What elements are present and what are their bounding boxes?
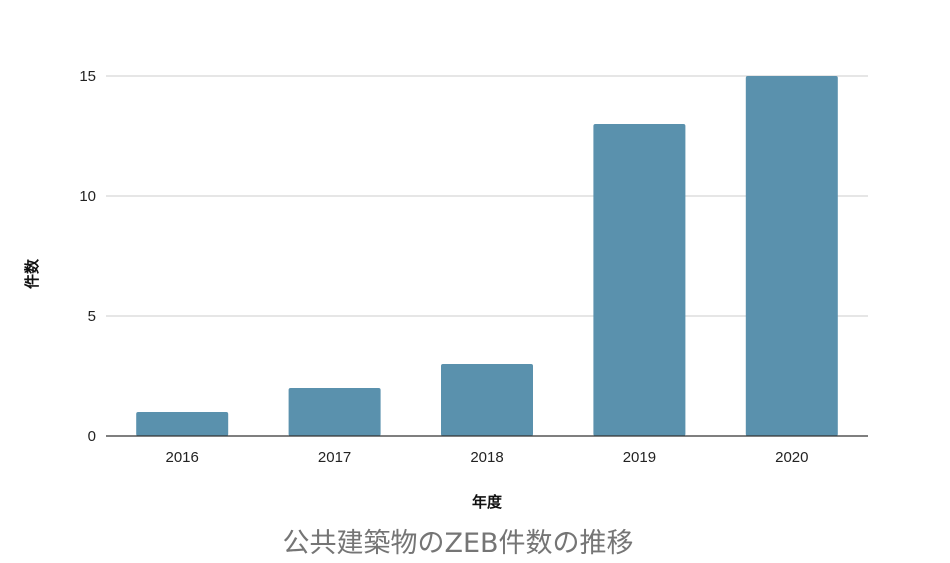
x-axis-title: 年度: [472, 493, 503, 511]
gridlines: [106, 75, 868, 317]
x-tick-label: 2016: [166, 449, 199, 466]
x-tick-label: 2017: [318, 449, 351, 466]
y-axis-ticks: 0 5 10 15: [79, 68, 96, 445]
y-tick-label: 10: [79, 188, 96, 205]
y-tick-label: 15: [79, 68, 96, 85]
bar-2018: [441, 364, 533, 436]
y-tick-label: 0: [88, 428, 96, 445]
bars: [136, 76, 838, 436]
x-tick-label: 2019: [623, 449, 656, 466]
bar-2019: [593, 124, 686, 436]
x-tick-label: 2018: [470, 449, 503, 466]
x-tick-label: 2020: [775, 449, 808, 466]
bar-2020: [745, 76, 838, 436]
bar-2017: [288, 388, 381, 436]
x-axis-ticks: 2016 2017 2018 2019 2020: [166, 449, 809, 466]
y-tick-label: 5: [88, 308, 96, 325]
chart-title: 公共建築物のZEB件数の推移: [282, 528, 633, 559]
y-axis-title: 件数: [23, 258, 41, 289]
bar-2016: [136, 412, 229, 436]
